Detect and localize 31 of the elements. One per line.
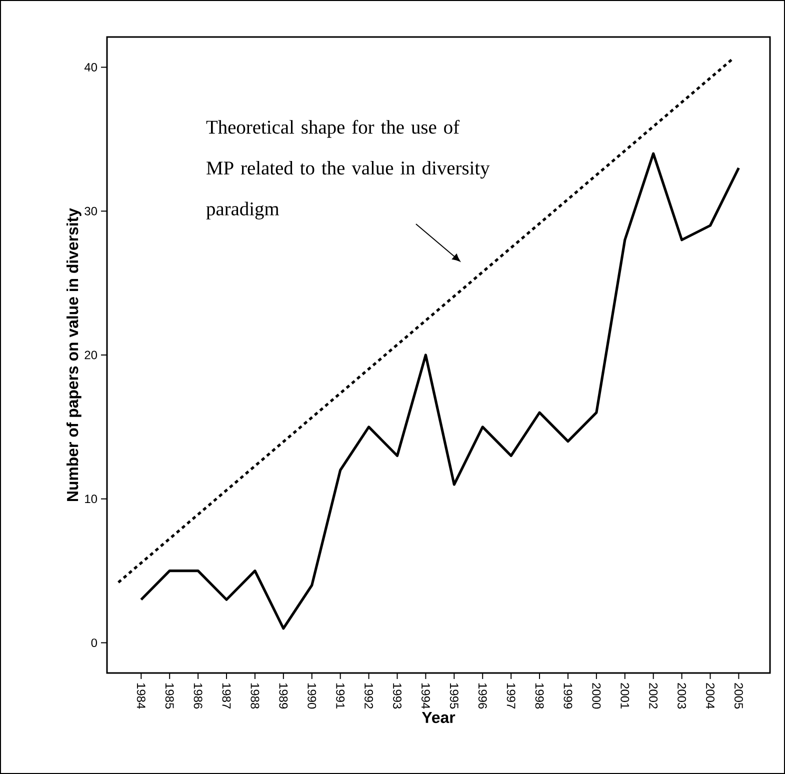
- x-tick-label: 2003: [678, 683, 686, 709]
- y-axis-title: Number of papers on value in diversity: [66, 208, 82, 501]
- y-tick-label: 20: [84, 350, 98, 360]
- x-tick-label: 1984: [136, 683, 146, 709]
- x-tick-label: 1996: [478, 683, 487, 709]
- x-tick-label: 2005: [734, 683, 743, 709]
- y-tick-label: 40: [84, 62, 98, 72]
- x-tick-label: 1994: [421, 683, 430, 709]
- y-tick-label: 10: [85, 494, 98, 504]
- x-tick-label: 1993: [393, 683, 402, 709]
- x-tick-label: 1986: [194, 683, 202, 709]
- x-tick-label: 1989: [279, 683, 288, 709]
- x-tick-label: 2000: [592, 683, 601, 709]
- x-tick-label: 1991: [336, 683, 345, 709]
- y-tick-label: 30: [84, 206, 98, 216]
- x-tick-label: 1995: [450, 683, 458, 709]
- x-tick-label: 2001: [620, 683, 630, 709]
- y-tick-label: 0: [91, 638, 98, 648]
- x-tick-label: 1988: [250, 683, 260, 709]
- x-tick-label: 1998: [535, 683, 544, 709]
- x-tick-label: 1992: [364, 683, 374, 709]
- x-tick-label: 1997: [506, 683, 516, 709]
- x-tick-label: 1990: [308, 683, 316, 709]
- line-series: [140, 152, 740, 630]
- x-tick-label: 1985: [165, 683, 174, 709]
- x-tick-label: 2004: [706, 683, 714, 709]
- x-axis-title: Year: [422, 712, 456, 724]
- x-tick-label: 1999: [564, 683, 572, 709]
- x-tick-label: 1987: [222, 683, 231, 709]
- x-tick-label: 2002: [649, 683, 658, 709]
- annotation: Theoretical shape for the use of MP related to the value in diversity paradigm: [206, 120, 490, 220]
